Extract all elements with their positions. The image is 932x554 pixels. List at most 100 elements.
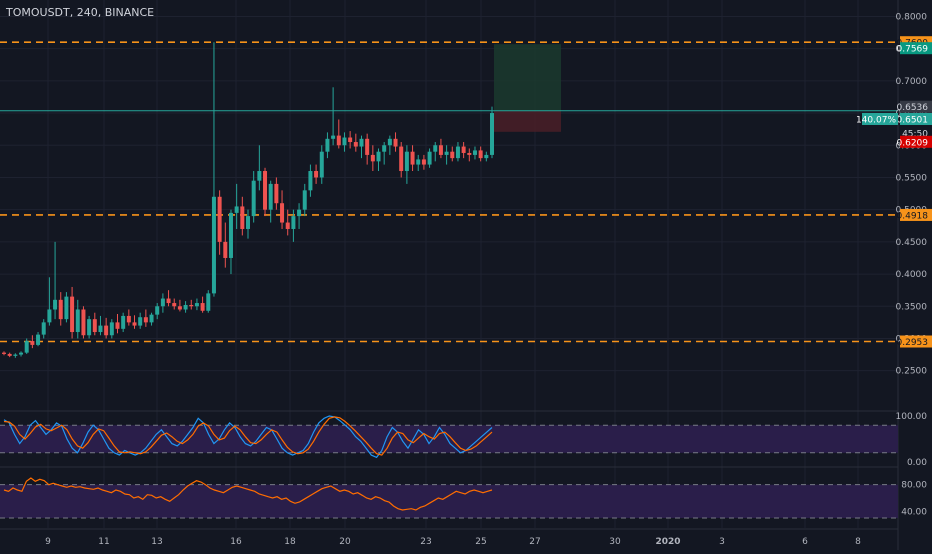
candle-body <box>274 183 279 204</box>
stoch-tick-label-0: 100.00 <box>896 412 928 422</box>
time-tick-label-7: 25 <box>475 537 486 547</box>
rsi-line <box>3 477 493 511</box>
candle-body <box>200 303 205 311</box>
candle-body <box>387 138 392 146</box>
candle-body <box>478 150 483 159</box>
candle-body <box>421 159 426 165</box>
candle-body <box>410 151 415 165</box>
candle-body <box>365 138 370 155</box>
level-mid-badge: 0.4918 <box>897 211 929 221</box>
candle-body <box>109 322 114 336</box>
price-tick-label-11: 0.2500 <box>896 367 928 377</box>
entry-badge-bg <box>900 100 932 113</box>
candle-body <box>455 146 460 159</box>
candle-body <box>87 319 92 336</box>
candle-body <box>263 171 268 210</box>
candle-body <box>75 309 80 333</box>
target-badge-bg <box>900 42 932 55</box>
candle-body <box>98 325 103 333</box>
candle-body <box>472 150 477 155</box>
candle-body <box>376 151 381 162</box>
time-tick-label-6: 23 <box>420 537 431 547</box>
symbol-title: TOMOUSDT, 240, BINANCE <box>6 6 155 19</box>
candle-body <box>13 354 18 356</box>
candle-body <box>143 317 148 323</box>
candle-body <box>325 138 330 152</box>
candle-body <box>92 319 97 333</box>
stoch-d-line <box>3 416 493 456</box>
candle-body <box>211 196 216 294</box>
countdown-label: 45:50 <box>902 129 928 139</box>
candle-body <box>438 145 443 155</box>
time-tick-label-11: 3 <box>719 537 725 547</box>
candle-body <box>393 138 398 147</box>
level-low-badge: 0.2953 <box>897 338 929 348</box>
position-stop-zone <box>494 110 561 132</box>
candle-body <box>104 325 109 336</box>
time-tick-label-5: 20 <box>339 537 351 547</box>
candle-body <box>382 145 387 152</box>
candle-body <box>138 317 143 326</box>
stoch-tick-label-1: 0.00 <box>907 458 927 468</box>
candle-body <box>177 306 182 310</box>
time-tick-label-4: 18 <box>284 537 296 547</box>
time-tick-label-12: 6 <box>802 537 808 547</box>
candle-body <box>331 135 336 139</box>
candle-body <box>280 203 285 223</box>
candle-body <box>342 137 347 146</box>
candle-body <box>297 209 302 217</box>
candle-body <box>444 151 449 155</box>
candle-body <box>30 341 35 345</box>
candle-body <box>285 222 290 229</box>
stop-badge-bg <box>900 135 932 148</box>
price-tick-label-7: 0.4500 <box>896 238 928 248</box>
current-price-badge-bg <box>900 112 932 125</box>
rsi-tick-label-1: 40.00 <box>901 507 927 517</box>
stoch-k-line <box>3 415 493 459</box>
pct-change-bg <box>862 112 898 125</box>
candle-body <box>370 154 375 162</box>
candle-body <box>427 151 432 165</box>
candle-body <box>336 135 341 146</box>
candle-body <box>416 159 421 165</box>
candle-body <box>268 183 273 210</box>
candle-body <box>314 171 319 178</box>
candle-body <box>160 298 165 307</box>
candle-body <box>7 353 12 356</box>
candle-body <box>353 142 358 147</box>
candle-body <box>53 299 58 310</box>
candle-body <box>228 212 233 258</box>
level-mid-badge-bg <box>900 208 932 221</box>
candle-body <box>2 352 6 354</box>
candle-body <box>70 296 75 333</box>
candle-body <box>58 299 63 320</box>
candle-body <box>240 206 245 229</box>
candle-body <box>81 309 86 336</box>
candle-body <box>257 171 262 181</box>
stoch-band <box>0 425 898 453</box>
time-tick-label-2: 13 <box>151 537 162 547</box>
time-tick-label-10: 2020 <box>655 537 680 547</box>
candle-body <box>126 315 131 323</box>
candle-body <box>399 146 404 172</box>
candle-body <box>319 151 324 178</box>
candle-body <box>47 309 52 323</box>
time-tick-label-8: 27 <box>529 537 540 547</box>
candle-body <box>467 152 472 155</box>
candle-body <box>149 314 154 323</box>
candle-body <box>121 315 126 329</box>
position-target-zone <box>494 44 561 111</box>
candle-body <box>64 296 69 320</box>
time-tick-label-9: 30 <box>609 537 621 547</box>
price-tick-label-0: 0.8000 <box>896 12 928 22</box>
candle-body <box>490 113 494 155</box>
candle-body <box>36 334 41 345</box>
candle-body <box>172 303 177 307</box>
candle-body <box>359 138 364 147</box>
target-badge: 0.7569 <box>897 45 929 55</box>
candle-body <box>132 322 137 326</box>
candle-body <box>308 171 313 191</box>
candle-body <box>41 322 46 335</box>
